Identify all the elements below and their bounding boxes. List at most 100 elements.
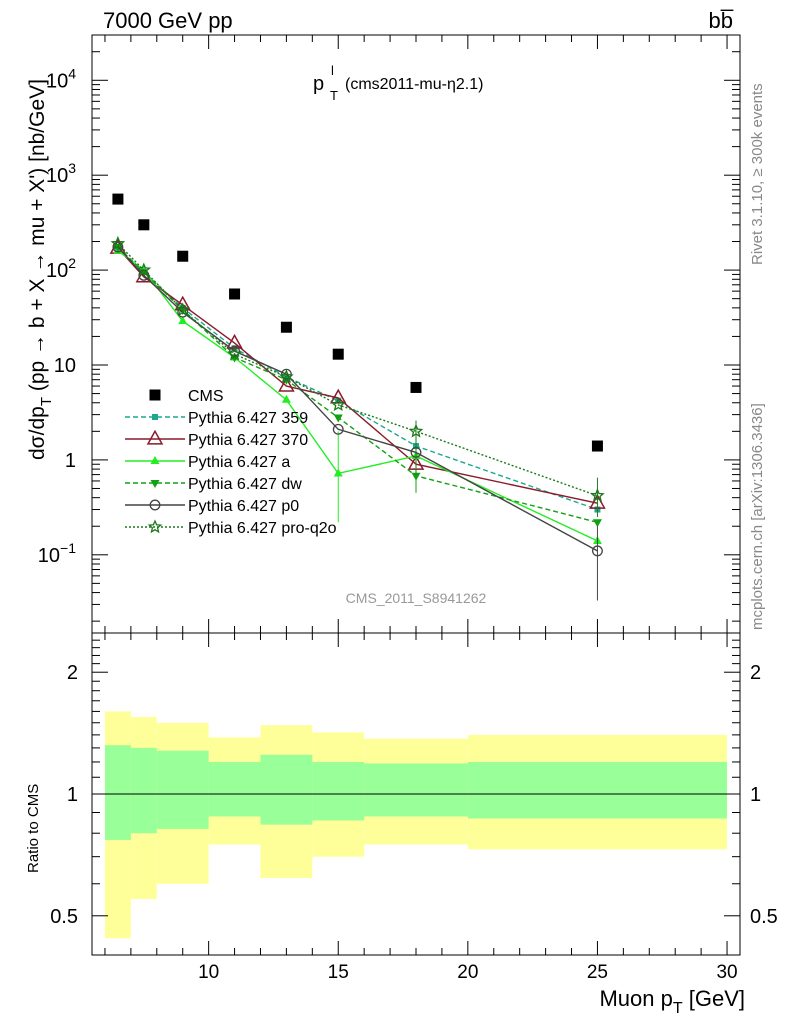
data-point xyxy=(332,348,344,360)
rivet-label: Rivet 3.1.10, ≥ 300k events xyxy=(749,83,766,265)
legend-marker xyxy=(149,389,161,401)
legend-label: Pythia 6.427 359 xyxy=(188,410,308,427)
header-left: 7000 GeV pp xyxy=(103,8,233,33)
y-tick-label: 10 xyxy=(54,355,76,377)
data-point xyxy=(335,397,342,404)
data-point xyxy=(281,394,291,403)
data-point xyxy=(112,241,124,253)
data-point xyxy=(279,369,294,384)
legend-item: Pythia 6.427 p0 xyxy=(125,498,299,515)
y-tick-label: 1 xyxy=(65,450,76,472)
ratio-y-tick-label-right: 0.5 xyxy=(750,906,778,928)
data-point xyxy=(175,302,191,317)
legend-marker xyxy=(147,519,163,534)
legend-label: CMS xyxy=(188,388,224,405)
data-point xyxy=(333,468,343,477)
series-line xyxy=(117,246,598,523)
x-tick-label: 10 xyxy=(198,962,219,983)
ratio-band-inner xyxy=(156,750,209,829)
data-point xyxy=(590,487,605,502)
x-tick-label: 30 xyxy=(716,962,737,983)
data-point xyxy=(329,388,347,404)
data-point xyxy=(112,193,124,205)
main-ylabel: dσ/dpT (pp → b + X → mu + X') [nb/GeV] xyxy=(26,79,55,460)
y-tick-label: 10−1 xyxy=(38,540,76,567)
data-point xyxy=(177,306,189,318)
legend: CMS Pythia 6.427 359 Pythia 6.427 370 Pythi… xyxy=(125,388,337,537)
x-tick-label: 20 xyxy=(457,962,478,983)
legend-marker xyxy=(150,456,160,464)
data-point xyxy=(408,423,424,438)
legend-marker xyxy=(149,499,161,511)
data-point xyxy=(411,472,421,481)
ratio-ylabel: Ratio to CMS xyxy=(25,784,42,873)
ratio-band-inner xyxy=(312,761,365,821)
data-point xyxy=(229,288,241,300)
series-pq2o xyxy=(110,235,605,518)
legend-label: Pythia 6.427 a xyxy=(188,454,290,471)
legend-item: Pythia 6.427 dw xyxy=(125,476,302,493)
ratio-band-inner xyxy=(467,761,728,819)
ratio-panel: 10 15 20 25 30 2 2 1 1 0.5 0.5 xyxy=(50,619,778,983)
data-point xyxy=(136,262,152,277)
ratio-y-tick-label-right: 2 xyxy=(750,662,761,684)
plot-title-symbol: p xyxy=(313,73,324,95)
x-axis-label: Muon pT [GeV] xyxy=(599,986,745,1017)
watermark: CMS_2011_S8941262 xyxy=(346,590,487,606)
main-ylabel-text: dσ/dpT (pp → b + X → mu + X') [nb/GeV] xyxy=(26,79,55,460)
legend-marker xyxy=(146,429,164,445)
mcplots-label: mcplots.cern.ch [arXiv:1306.3436] xyxy=(749,403,766,630)
x-tick-label: 15 xyxy=(328,962,349,983)
data-point xyxy=(138,219,150,231)
data-point xyxy=(177,250,189,262)
data-point xyxy=(592,519,602,528)
main-frame xyxy=(91,34,741,634)
data-point xyxy=(110,235,126,250)
series-p370 xyxy=(109,238,606,509)
legend-item: Pythia 6.427 pro-q2o xyxy=(125,519,337,537)
y-tick-label: 102 xyxy=(46,255,76,282)
series-p359 xyxy=(114,244,601,513)
legend-item: Pythia 6.427 a xyxy=(125,454,290,471)
ratio-y-tick-label-right: 1 xyxy=(750,784,761,806)
data-point xyxy=(330,397,346,412)
ratio-band-inner xyxy=(104,745,131,840)
data-point xyxy=(332,423,344,435)
plot-title-text: (cms2011-mu-η2.1) xyxy=(345,76,483,93)
plot-title-sup: l xyxy=(331,63,334,78)
x-tick-label: 25 xyxy=(587,962,608,983)
y-tick-label: 103 xyxy=(46,160,76,187)
plot-title: p (cms2011-mu-η2.1) xyxy=(313,73,483,95)
series-line xyxy=(117,250,598,542)
legend-item: Pythia 6.427 359 xyxy=(125,410,308,427)
legend-item: CMS xyxy=(149,388,224,405)
header-right: bb̅ xyxy=(709,8,734,33)
plot-title-sub: T xyxy=(330,88,338,103)
data-point xyxy=(333,414,343,423)
data-point xyxy=(227,346,242,361)
data-point xyxy=(178,306,188,315)
series-line xyxy=(117,246,598,552)
data-point xyxy=(280,321,292,333)
data-point xyxy=(178,316,188,325)
series-pa xyxy=(113,245,602,544)
data-point xyxy=(229,345,241,357)
ratio-band-inner xyxy=(208,761,261,817)
series-line xyxy=(117,243,598,497)
ratio-band-inner xyxy=(260,754,313,825)
ratio-y-tick-label: 2 xyxy=(67,662,78,684)
series-cms xyxy=(112,193,603,452)
legend-marker xyxy=(152,414,158,420)
legend-label: Pythia 6.427 dw xyxy=(188,476,302,493)
legend-item: Pythia 6.427 370 xyxy=(125,429,308,449)
data-point xyxy=(410,381,422,393)
series-pp0 xyxy=(112,241,603,601)
ratio-band-inner xyxy=(364,763,468,817)
y-tick-label: 104 xyxy=(46,65,76,92)
ratio-band-inner xyxy=(130,747,157,834)
legend-marker xyxy=(150,480,160,488)
data-point xyxy=(591,545,603,557)
ratio-y-tick-label: 1 xyxy=(67,784,78,806)
